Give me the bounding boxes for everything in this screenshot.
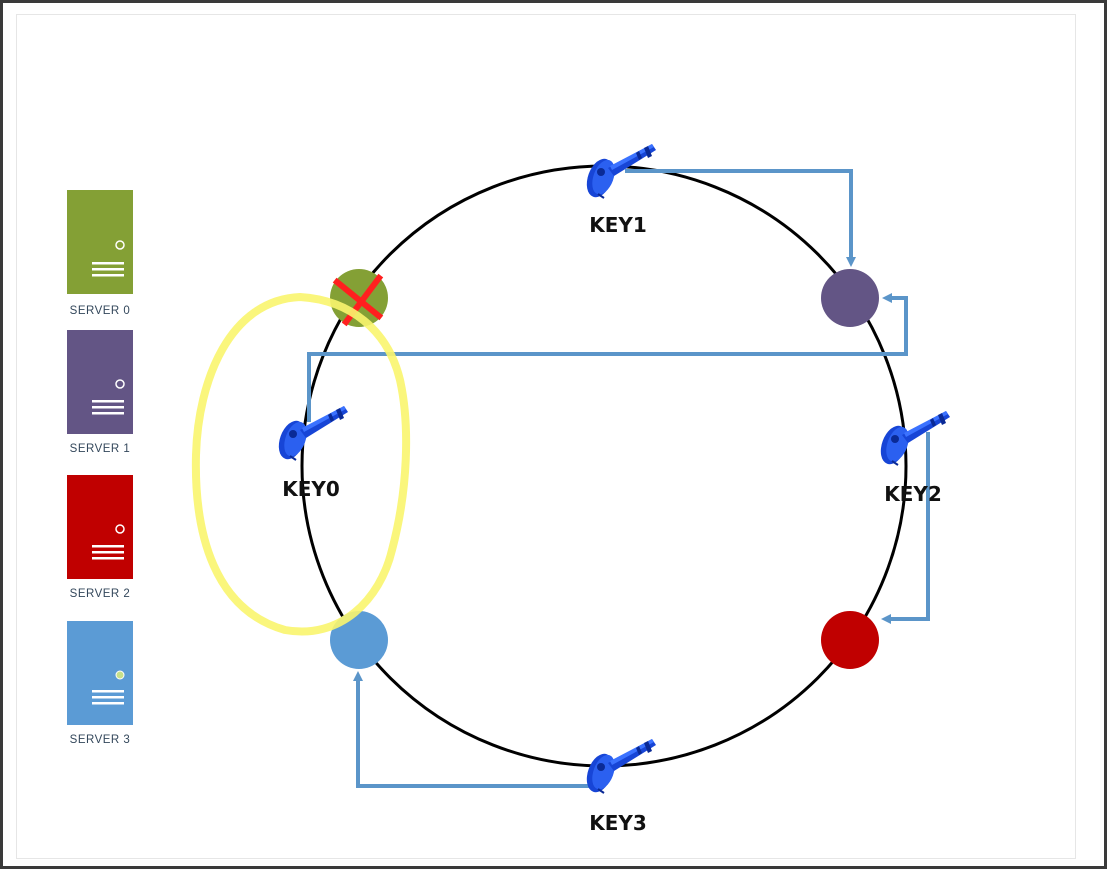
arrow-key2-to-server2 [881,432,930,624]
server-1-tile: SERVER 1 [67,330,133,455]
server-1-box [67,330,133,434]
key-2-icon [874,410,951,469]
server-0-led-icon [115,240,125,250]
ring-node-server-1 [821,269,879,327]
key-3-label: KEY3 [589,811,647,835]
server-3-label: SERVER 3 [70,734,131,746]
key0-highlight-scribble [191,292,411,636]
key-0-label: KEY0 [282,477,340,501]
arrow-key1-to-server1 [625,169,856,267]
ring-node-server-2 [821,611,879,669]
server-0-label: SERVER 0 [70,305,131,317]
server-1-led-icon [115,379,125,389]
server-2-tile: SERVER 2 [67,475,133,600]
server-0-vent-icon [92,262,124,277]
server-3-tile: SERVER 3 [67,621,133,746]
hash-ring [300,164,908,768]
server-3-led-icon [115,670,125,680]
arrow-key3-to-server3 [353,671,591,788]
key-2: KEY2 [874,410,951,506]
assignment-arrows [307,169,930,788]
key-1: KEY1 [580,143,657,237]
server-2-vent-icon [92,545,124,560]
server-1-vent-icon [92,400,124,415]
key-2-label: KEY2 [884,482,942,506]
server-2-box [67,475,133,579]
key-0: KEY0 [272,405,349,501]
server-legend: SERVER 0 SERVER 1 SERVER 2 SERVER 3 [67,190,133,746]
server-3-vent-icon [92,690,124,705]
diagram-canvas-border [16,14,1076,859]
server-2-led-icon [115,524,125,534]
ring-nodes [330,269,879,669]
key-1-label: KEY1 [589,213,647,237]
arrow-key0-to-server1 [307,293,908,422]
server-0-tile: SERVER 0 [67,190,133,317]
key-3-icon [580,738,657,797]
server-1-label: SERVER 1 [70,443,131,455]
key-3: KEY3 [580,738,657,835]
server-2-label: SERVER 2 [70,588,131,600]
ring-node-server-3 [330,611,388,669]
